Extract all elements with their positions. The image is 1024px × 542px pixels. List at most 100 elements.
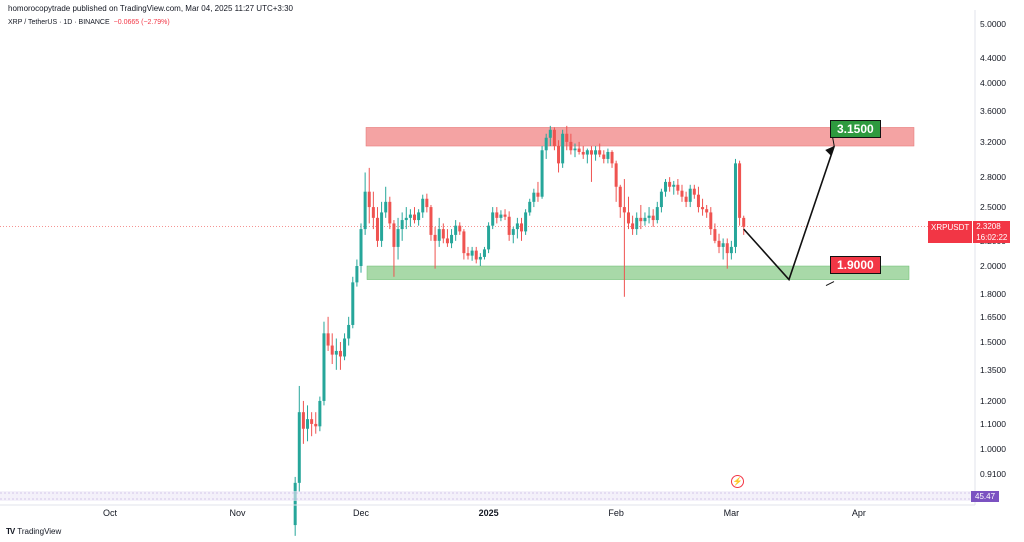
candle-body — [359, 229, 363, 267]
time-tick-label: Feb — [608, 508, 624, 518]
candle-body — [511, 229, 515, 235]
candle-body — [742, 217, 746, 227]
candle — [610, 150, 614, 168]
candle — [721, 238, 725, 260]
candle-body — [454, 225, 458, 235]
candle — [413, 207, 417, 224]
candle-body — [499, 214, 503, 218]
tradingview-branding[interactable]: TV TradingView — [6, 527, 61, 536]
candle — [602, 150, 606, 164]
candle — [565, 125, 569, 151]
candle-body — [507, 216, 511, 235]
price-tick-label: 1.0000 — [980, 444, 1006, 454]
candle — [626, 196, 630, 230]
candle-body — [371, 207, 375, 218]
candle-body — [721, 243, 725, 247]
time-tick-label: Mar — [724, 508, 740, 518]
symbol-name[interactable]: XRP / TetherUS · 1D · BINANCE — [8, 19, 110, 26]
candle-body — [643, 217, 647, 222]
candle — [326, 316, 330, 351]
candle — [581, 146, 585, 159]
candle-body — [413, 214, 417, 221]
candle — [347, 316, 351, 346]
price-tick-label: 5.0000 — [980, 19, 1006, 29]
candle — [561, 129, 565, 168]
candle-body — [577, 148, 581, 152]
candle-body — [589, 150, 593, 155]
candle-body — [462, 231, 466, 254]
price-tick-label: 1.6500 — [980, 312, 1006, 322]
candle-body — [503, 214, 507, 217]
candle — [594, 146, 598, 161]
candle-body — [581, 151, 585, 155]
candle — [696, 186, 700, 213]
candle-body — [293, 482, 297, 526]
candle — [668, 177, 672, 192]
candle — [520, 217, 523, 241]
candle — [738, 160, 742, 226]
candle — [371, 191, 375, 230]
support-zone — [366, 265, 910, 280]
candle-body — [421, 198, 425, 213]
candle-body — [520, 223, 523, 232]
time-tick-label: 2025 — [479, 508, 499, 518]
candle — [515, 217, 519, 239]
volume-value-tag: 45.47 — [971, 491, 1000, 502]
candle-body — [552, 129, 556, 147]
candle — [359, 223, 363, 273]
candle — [713, 223, 717, 244]
candle-body — [688, 188, 692, 202]
candle-body — [338, 350, 342, 357]
price-change: −0.0665 (−2.79%) — [113, 19, 170, 26]
candle-body — [441, 229, 445, 239]
price-tick-label: 2.0000 — [980, 261, 1006, 271]
candle — [454, 220, 458, 241]
candle — [458, 222, 462, 235]
candle-body — [326, 333, 330, 346]
candle-body — [297, 412, 301, 483]
candle-body — [396, 229, 400, 247]
candle — [338, 341, 342, 370]
candle — [631, 215, 635, 235]
candle-body — [322, 333, 326, 401]
candle — [643, 212, 647, 226]
candle — [343, 333, 347, 361]
candle-body — [318, 400, 322, 427]
candle — [433, 226, 437, 269]
candle-body — [540, 150, 544, 197]
candle-body — [676, 184, 680, 191]
candle-body — [618, 186, 622, 208]
candle — [355, 259, 359, 287]
candle — [511, 226, 515, 244]
candle-body — [301, 412, 305, 429]
candle-body — [680, 190, 684, 197]
publisher-line: homorocopytrade published on TradingView… — [8, 4, 293, 13]
candle — [524, 209, 528, 235]
candle — [655, 201, 659, 224]
candle-body — [334, 350, 338, 355]
candle-body — [594, 150, 598, 155]
candle — [569, 133, 573, 155]
target-low-leader — [825, 281, 835, 287]
time-tick-label: Dec — [353, 508, 370, 518]
price-tag-symbol: XRPUSDT — [928, 221, 974, 243]
price-tag-price: 2.3208 — [976, 222, 1001, 231]
candle-body — [528, 201, 532, 213]
candle — [647, 207, 651, 224]
price-tick-label: 1.3500 — [980, 365, 1006, 375]
candle — [733, 158, 737, 254]
candle — [400, 212, 404, 241]
candle-body — [482, 249, 486, 257]
candle-body — [367, 191, 371, 208]
candle-body — [692, 188, 696, 195]
candle — [573, 143, 577, 158]
candle — [495, 207, 499, 224]
candle — [462, 229, 466, 260]
candle — [499, 210, 503, 222]
lightning-icon[interactable]: ⚡ — [731, 475, 744, 488]
candle-body — [659, 191, 663, 208]
candle — [301, 400, 305, 444]
candle — [421, 194, 425, 218]
candle-body — [466, 253, 470, 256]
